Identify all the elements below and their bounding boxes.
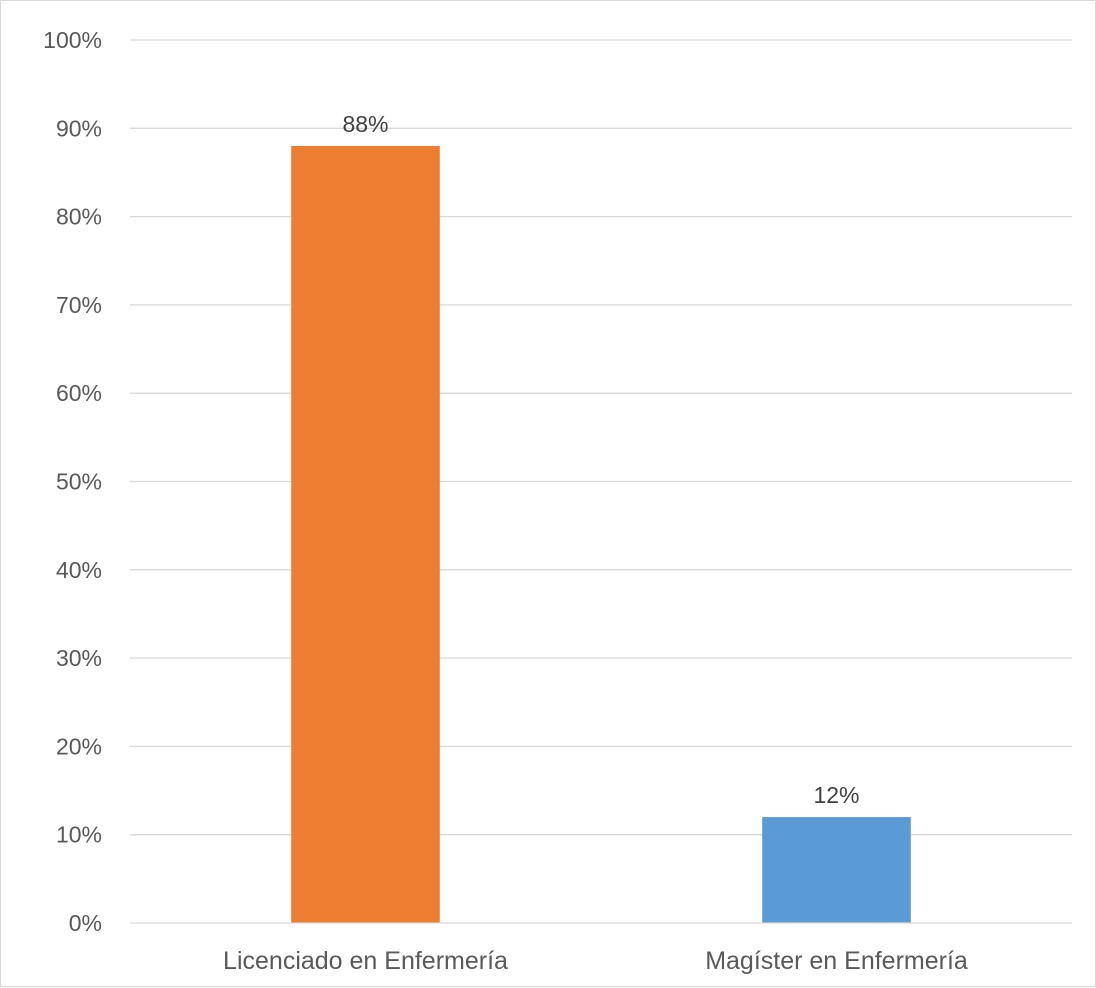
category-label: Licenciado en Enfermería xyxy=(223,947,508,975)
y-tick-label: 100% xyxy=(43,27,102,53)
data-labels: 88% 12% xyxy=(342,111,859,808)
y-tick-label: 80% xyxy=(56,204,102,230)
y-tick-label: 90% xyxy=(56,115,102,141)
y-tick-label: 60% xyxy=(56,380,102,406)
y-tick-label: 20% xyxy=(56,733,102,759)
category-labels: Licenciado en Enfermería Magíster en Enfe… xyxy=(223,947,968,975)
bar-licenciado xyxy=(291,145,440,923)
bars xyxy=(291,145,911,923)
y-tick-label: 70% xyxy=(56,292,102,318)
category-label: Magíster en Enfermería xyxy=(705,947,968,975)
y-axis-tick-labels: 0% 10% 20% 30% 40% 50% 60% 70% 80% 90% 100% xyxy=(43,27,102,936)
data-label: 88% xyxy=(342,111,388,137)
y-tick-label: 40% xyxy=(56,557,102,583)
gridlines xyxy=(130,39,1072,836)
y-tick-label: 50% xyxy=(56,469,102,495)
y-tick-label: 10% xyxy=(56,822,102,848)
y-tick-label: 30% xyxy=(56,645,102,671)
bar-magister xyxy=(762,817,911,923)
y-tick-label: 0% xyxy=(69,910,102,936)
data-label: 12% xyxy=(813,782,859,808)
